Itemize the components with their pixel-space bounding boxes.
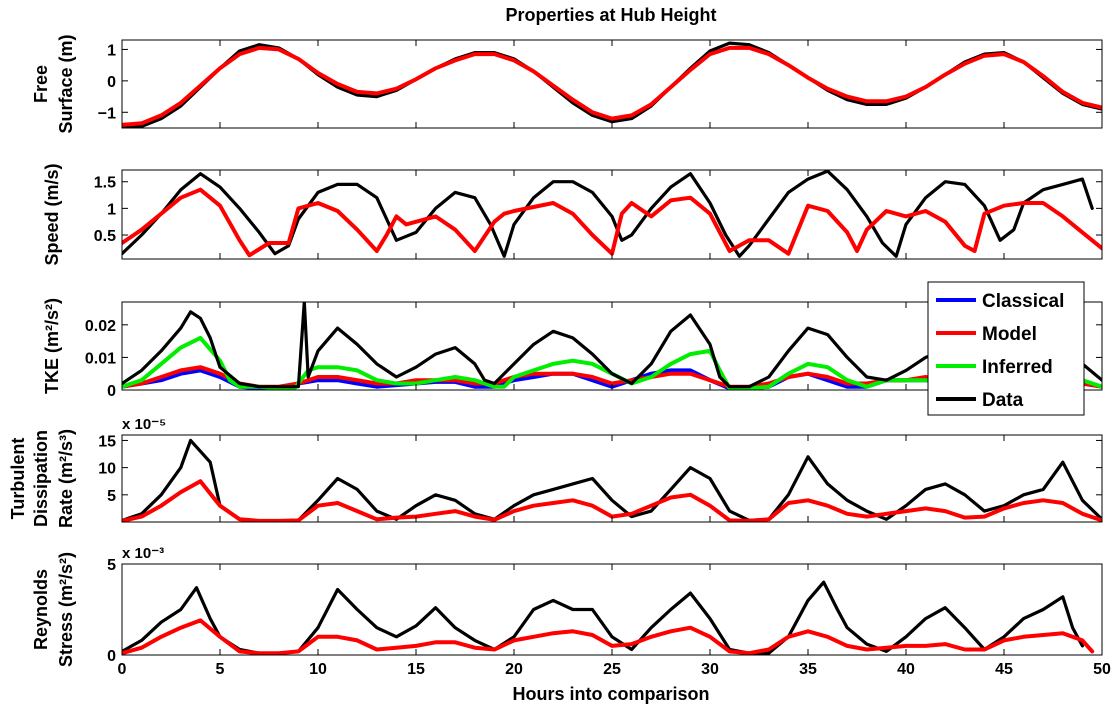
y-axis-multiplier: x 10⁻⁵ [122,416,166,433]
panel-dissipation: 5 10 15 x 10⁻⁵ Turbulent Dissipation Rate (m²/… [8,416,1103,528]
y-tick-label: 0 [107,74,116,91]
x-tick-label: 50 [1093,661,1111,678]
x-tick-label: 0 [118,661,127,678]
panel-speed: 0.5 1 1.5 Speed (m/s) [42,163,1103,266]
y-axis-multiplier: x 10⁻³ [122,545,164,562]
y-axis-label: Reynolds [31,569,51,650]
legend-label: Data [982,390,1024,411]
x-tick-label: 40 [897,661,915,678]
panel-reynolds: 0 5 10 15 20 25 30 35 40 45 50 0 5 x 10⁻³ Reynolds Stre… [31,545,1111,678]
x-tick-label: 15 [407,661,425,678]
legend-entry-inferred: Inferred [936,357,1053,378]
x-tick-label: 10 [309,661,327,678]
y-axis-label: Rate (m²/s³) [56,429,76,528]
figure-title: Properties at Hub Height [505,5,716,25]
legend-entry-model: Model [936,324,1037,345]
y-axis-label: TKE (m²/s²) [42,298,62,394]
y-tick-label: 5 [107,488,116,505]
series-model-line [122,187,1102,258]
x-tick-label: 20 [505,661,523,678]
x-axis-label: Hours into comparison [512,684,709,704]
legend: Classical Model Inferred Data [927,281,1085,416]
legend-label: Model [982,324,1037,345]
y-tick-label: 0.5 [94,228,116,245]
y-axis-label: Free [31,65,51,103]
y-tick-label: 1 [107,42,116,59]
series-inferred-line [122,335,1102,390]
x-tick-label: 5 [216,661,225,678]
y-tick-label: −1 [98,105,116,122]
legend-label: Inferred [982,357,1053,378]
y-axis-label: Speed (m/s) [42,163,62,265]
y-tick-label: 0 [107,383,116,400]
y-tick-label: 0.02 [85,318,116,335]
x-tick-label: 25 [603,661,621,678]
x-tick-label: 35 [799,661,817,678]
x-tick-label: 45 [995,661,1013,678]
series-model-line [122,618,1095,655]
series-data-line [122,302,1102,389]
y-tick-label: 0 [107,648,116,665]
y-tick-label: 5 [107,557,116,574]
y-tick-label: 10 [98,461,116,478]
y-tick-label: 1 [107,201,116,218]
y-axis-label: Surface (m) [56,34,76,133]
y-axis-label: Dissipation [31,430,51,527]
series-model-line [122,45,1102,127]
legend-box [927,281,1085,416]
x-tick-label: 30 [701,661,719,678]
y-axis-label: Stress (m²/s²) [56,552,76,667]
y-axis-label: Turbulent [8,438,28,520]
legend-label: Classical [982,291,1064,312]
legend-entry-data: Data [936,390,1024,411]
y-tick-label: 15 [98,433,116,450]
y-tick-label: 1.5 [94,175,116,192]
legend-entry-classical: Classical [936,291,1064,312]
y-tick-label: 0.01 [85,350,116,367]
